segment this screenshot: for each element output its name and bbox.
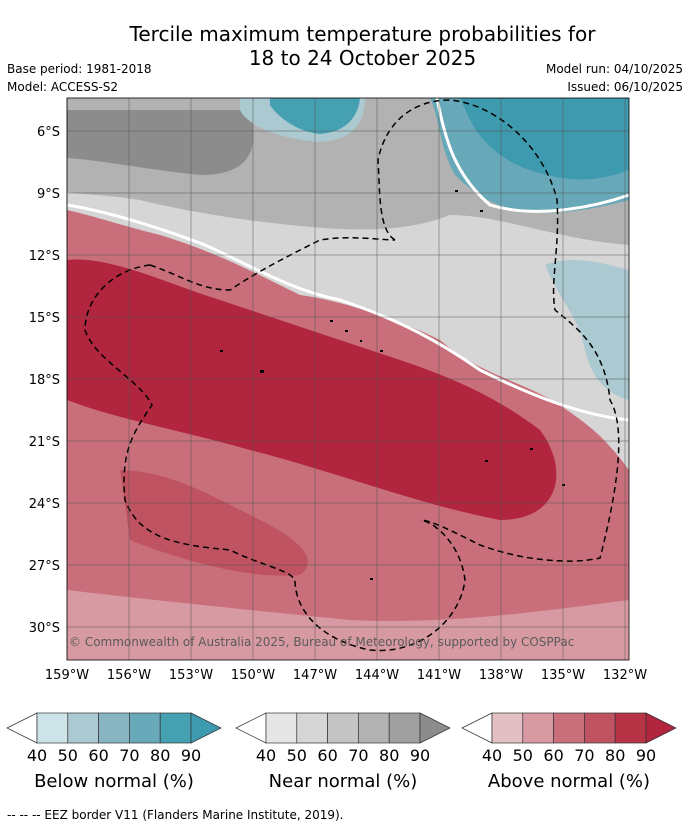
lon-label: 141°W	[417, 668, 461, 683]
colorbar-segment	[327, 712, 359, 744]
lat-label: 9°S	[37, 187, 60, 202]
lon-label: 132°W	[603, 668, 647, 683]
lat-label: 15°S	[29, 311, 60, 326]
colorbar-tick: 80	[150, 746, 170, 765]
colorbar-tick: 40	[482, 746, 502, 765]
colorbar-segment	[265, 712, 298, 744]
lat-label: 6°S	[37, 125, 60, 140]
colorbar-segment	[553, 712, 585, 744]
colorbar-extend-low	[235, 712, 267, 744]
colorbar-segment	[584, 712, 616, 744]
colorbar-tick: 70	[119, 746, 139, 765]
lon-label: 147°W	[293, 668, 337, 683]
colorbar-segment	[67, 712, 99, 744]
latitude-labels: 6°S 9°S 12°S 15°S 18°S 21°S 24°S 27°S 30°S	[29, 125, 60, 636]
colorbar-extend-high	[190, 712, 222, 744]
colorbar-extend-high	[419, 712, 451, 744]
longitude-labels: 159°W 156°W 153°W 150°W 147°W 144°W 141°W 138°W…	[45, 668, 647, 683]
colorbar-tick: 50	[58, 746, 78, 765]
eez-legend: -- -- -- EEZ border V11 (Flanders Marine…	[7, 808, 344, 822]
colorbar-segment	[522, 712, 554, 744]
colorbar-segment	[98, 712, 130, 744]
colorbar-tick: 60	[88, 746, 108, 765]
title-line-1: Tercile maximum temperature probabilitie…	[129, 22, 596, 46]
colorbar-label-below: Below normal (%)	[34, 771, 194, 792]
colorbar-tick: 80	[379, 746, 399, 765]
model-name: Model: ACCESS-S2	[7, 80, 119, 94]
colorbar-segment	[36, 712, 69, 744]
colorbar-tick: 70	[348, 746, 368, 765]
colorbar-tick: 70	[574, 746, 594, 765]
colorbar-tick: 90	[410, 746, 430, 765]
colorbar: 40 50 60 70 80 90	[6, 712, 222, 765]
lon-label: 135°W	[541, 668, 585, 683]
lon-label: 159°W	[45, 668, 89, 683]
colorbar-tick: 40	[27, 746, 47, 765]
lat-label: 30°S	[29, 621, 60, 636]
lon-label: 138°W	[479, 668, 523, 683]
base-period: Base period: 1981-2018	[7, 62, 152, 76]
colorbar-tick: 60	[543, 746, 563, 765]
colorbar-label-near: Near normal (%)	[268, 771, 418, 792]
title-line-2: 18 to 24 October 2025	[248, 46, 477, 70]
colorbar-tick: 90	[636, 746, 656, 765]
lat-label: 12°S	[29, 249, 60, 264]
colorbar-segment	[296, 712, 328, 744]
lon-label: 144°W	[355, 668, 399, 683]
model-run: Model run: 04/10/2025	[545, 62, 683, 76]
colorbar-segment	[491, 712, 524, 744]
colorbar-tick: 50	[513, 746, 533, 765]
colorbar-segment	[388, 712, 421, 744]
meta-left: Base period: 1981-2018 Model: ACCESS-S2	[7, 60, 152, 96]
lat-label: 24°S	[29, 497, 60, 512]
colorbar-segment	[159, 712, 192, 744]
colorbar-segment	[614, 712, 647, 744]
colorbar-extend-low	[461, 712, 493, 744]
colorbar: 40 50 60 70 80 90	[235, 712, 451, 765]
colorbar-label-above: Above normal (%)	[487, 771, 651, 792]
map-frame	[66, 97, 630, 661]
colorbar-tick: 80	[605, 746, 625, 765]
colorbar-segment	[129, 712, 161, 744]
colorbar-tick: 50	[287, 746, 307, 765]
colorbar-legends: 40 50 60 70 80 90 40 50 60 70 80 90 40 50 60 70 80 90	[6, 712, 677, 765]
lat-label: 27°S	[29, 559, 60, 574]
colorbar-tick: 40	[256, 746, 276, 765]
colorbar-tick: 90	[181, 746, 201, 765]
lat-label: 18°S	[29, 373, 60, 388]
copyright-text: © Commonwealth of Australia 2025, Bureau…	[69, 635, 574, 649]
lon-label: 150°W	[231, 668, 275, 683]
map-title: Tercile maximum temperature probabilitie…	[0, 22, 690, 70]
colorbar-tick: 60	[317, 746, 337, 765]
issued-date: Issued: 06/10/2025	[567, 80, 683, 94]
colorbar-segment	[358, 712, 390, 744]
lon-label: 153°W	[169, 668, 213, 683]
colorbar-extend-low	[6, 712, 38, 744]
lat-label: 21°S	[29, 435, 60, 450]
lon-label: 156°W	[107, 668, 151, 683]
meta-right: Model run: 04/10/2025 Issued: 06/10/2025	[546, 60, 683, 96]
colorbar-extend-high	[645, 712, 677, 744]
colorbar: 40 50 60 70 80 90	[461, 712, 677, 765]
